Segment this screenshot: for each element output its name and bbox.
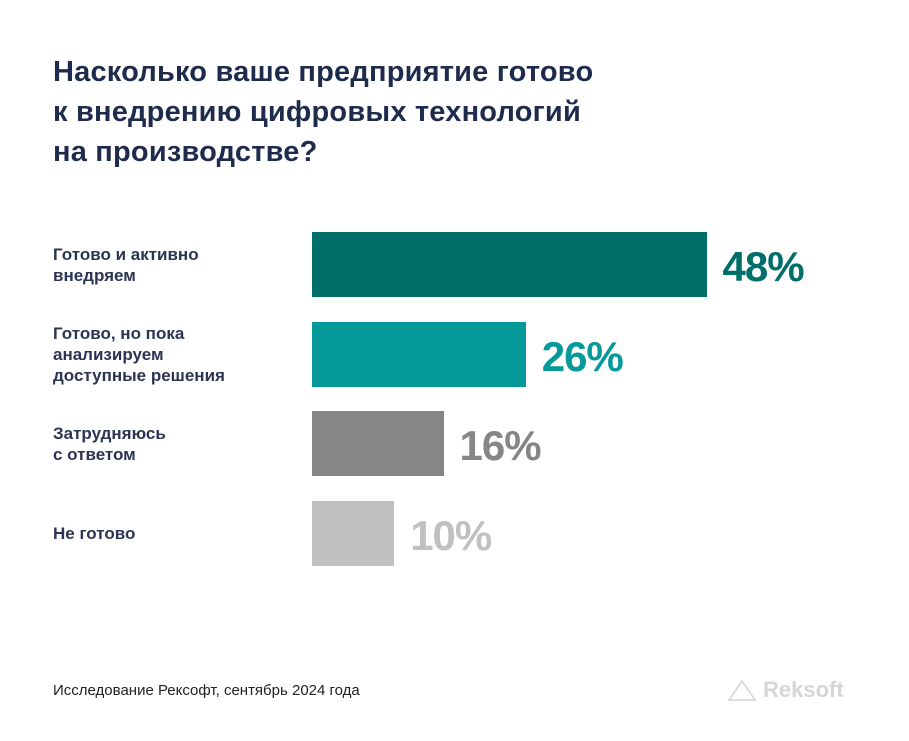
category-label-line: Готово, но пока — [53, 323, 185, 343]
data-label: 26% — [541, 332, 624, 380]
data-label: 16% — [459, 422, 542, 470]
data-label: 10% — [410, 511, 492, 559]
bar — [312, 321, 526, 387]
category-label: Затрудняюсь с ответом — [53, 411, 303, 476]
category-label: Не готово — [53, 501, 303, 566]
data-label: 48% — [722, 243, 805, 290]
bar — [312, 411, 444, 477]
title-line: на производстве? — [53, 136, 318, 168]
category-label-line: доступные решения — [53, 365, 225, 385]
bar — [312, 500, 395, 566]
category-label-line: анализируем — [53, 344, 164, 364]
title-line: Насколько ваше предприятие готово — [53, 56, 594, 88]
category-label-line: внедряем — [53, 265, 136, 285]
category-label-line: Затрудняюсь — [53, 423, 166, 443]
title-line: к внедрению цифровых технологий — [53, 96, 581, 128]
reksoft-logo: Reksoft — [727, 677, 844, 703]
category-label-line: Не готово — [53, 523, 136, 543]
source-note: Исследование Рексофт, сентябрь 2024 года — [53, 682, 360, 699]
category-label-line: с ответом — [53, 444, 136, 464]
category-label: Готово, но пока анализируем доступные реше… — [53, 322, 303, 387]
bar — [312, 232, 707, 297]
triangle-logo-icon — [727, 679, 757, 701]
category-label-line: Готово и активно — [53, 244, 199, 264]
logo-text: Reksoft — [763, 677, 844, 702]
chart-title: Насколько ваше предприятие готово к внед… — [53, 52, 593, 172]
category-label: Готово и активно внедряем — [53, 232, 303, 297]
